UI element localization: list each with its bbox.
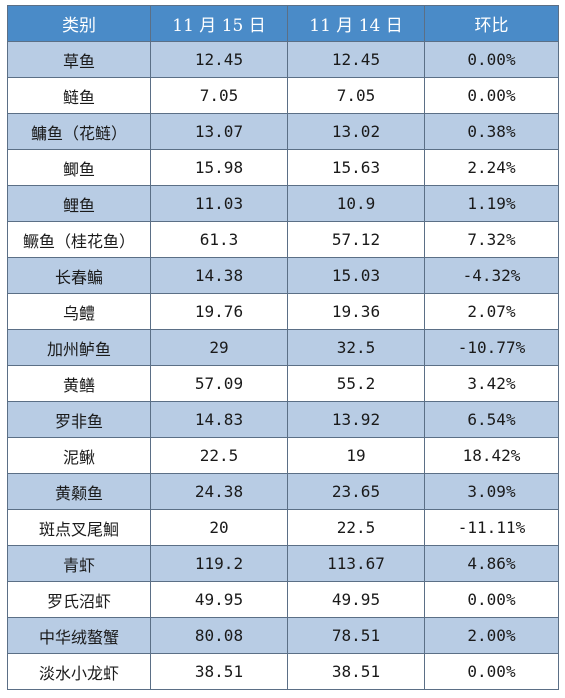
cell-yesterday: 78.51 xyxy=(287,617,425,654)
cell-today: 49.95 xyxy=(150,581,288,618)
cell-yesterday: 10.9 xyxy=(287,185,425,222)
cell-yesterday: 15.63 xyxy=(287,149,425,186)
table-row: 乌鳢 19.76 19.36 2.07% xyxy=(7,293,559,330)
cell-change: 0.00% xyxy=(424,581,559,618)
table-row: 鲫鱼 15.98 15.63 2.24% xyxy=(7,149,559,186)
cell-yesterday: 12.45 xyxy=(287,41,425,78)
table-row: 鳙鱼（花鲢） 13.07 13.02 0.38% xyxy=(7,113,559,150)
cell-yesterday: 57.12 xyxy=(287,221,425,258)
cell-yesterday: 49.95 xyxy=(287,581,425,618)
cell-yesterday: 13.92 xyxy=(287,401,425,438)
cell-today: 22.5 xyxy=(150,437,288,474)
cell-today: 24.38 xyxy=(150,473,288,510)
cell-yesterday: 113.67 xyxy=(287,545,425,582)
cell-today: 12.45 xyxy=(150,41,288,78)
cell-change: -11.11% xyxy=(424,509,559,546)
cell-today: 119.2 xyxy=(150,545,288,582)
cell-name: 淡水小龙虾 xyxy=(7,653,151,690)
cell-name: 青虾 xyxy=(7,545,151,582)
cell-change: 1.19% xyxy=(424,185,559,222)
cell-name: 中华绒螯蟹 xyxy=(7,617,151,654)
cell-name: 乌鳢 xyxy=(7,293,151,330)
header-today: 11 月 15 日 xyxy=(150,5,288,42)
cell-today: 13.07 xyxy=(150,113,288,150)
cell-today: 80.08 xyxy=(150,617,288,654)
table-row: 黄鳝 57.09 55.2 3.42% xyxy=(7,365,559,402)
table-row: 罗氏沼虾 49.95 49.95 0.00% xyxy=(7,581,559,618)
cell-change: 7.32% xyxy=(424,221,559,258)
table-row: 中华绒螯蟹 80.08 78.51 2.00% xyxy=(7,617,559,654)
cell-change: 6.54% xyxy=(424,401,559,438)
cell-today: 19.76 xyxy=(150,293,288,330)
cell-name: 斑点叉尾鮰 xyxy=(7,509,151,546)
cell-name: 罗非鱼 xyxy=(7,401,151,438)
cell-yesterday: 15.03 xyxy=(287,257,425,294)
table-row: 罗非鱼 14.83 13.92 6.54% xyxy=(7,401,559,438)
table-row: 斑点叉尾鮰 20 22.5 -11.11% xyxy=(7,509,559,546)
header-yesterday: 11 月 14 日 xyxy=(287,5,425,42)
cell-change: 0.00% xyxy=(424,77,559,114)
cell-yesterday: 7.05 xyxy=(287,77,425,114)
header-row: 类别 11 月 15 日 11 月 14 日 环比 xyxy=(7,5,559,42)
cell-name: 罗氏沼虾 xyxy=(7,581,151,618)
cell-yesterday: 23.65 xyxy=(287,473,425,510)
cell-name: 鲤鱼 xyxy=(7,185,151,222)
table-row: 鳜鱼（桂花鱼） 61.3 57.12 7.32% xyxy=(7,221,559,258)
cell-today: 38.51 xyxy=(150,653,288,690)
cell-yesterday: 19.36 xyxy=(287,293,425,330)
cell-name: 鳙鱼（花鲢） xyxy=(7,113,151,150)
table-row: 加州鲈鱼 29 32.5 -10.77% xyxy=(7,329,559,366)
cell-yesterday: 19 xyxy=(287,437,425,474)
cell-today: 14.38 xyxy=(150,257,288,294)
cell-change: 3.42% xyxy=(424,365,559,402)
cell-name: 加州鲈鱼 xyxy=(7,329,151,366)
cell-today: 15.98 xyxy=(150,149,288,186)
cell-name: 长春鳊 xyxy=(7,257,151,294)
cell-today: 57.09 xyxy=(150,365,288,402)
table-header: 类别 11 月 15 日 11 月 14 日 环比 xyxy=(7,5,559,42)
table-row: 鲢鱼 7.05 7.05 0.00% xyxy=(7,77,559,114)
cell-today: 7.05 xyxy=(150,77,288,114)
cell-yesterday: 13.02 xyxy=(287,113,425,150)
table-row: 青虾 119.2 113.67 4.86% xyxy=(7,545,559,582)
cell-yesterday: 38.51 xyxy=(287,653,425,690)
cell-today: 14.83 xyxy=(150,401,288,438)
cell-name: 鲫鱼 xyxy=(7,149,151,186)
cell-change: -4.32% xyxy=(424,257,559,294)
cell-change: -10.77% xyxy=(424,329,559,366)
cell-change: 0.00% xyxy=(424,653,559,690)
cell-change: 18.42% xyxy=(424,437,559,474)
cell-change: 2.07% xyxy=(424,293,559,330)
cell-change: 2.24% xyxy=(424,149,559,186)
table-row: 泥鳅 22.5 19 18.42% xyxy=(7,437,559,474)
table-row: 黄颡鱼 24.38 23.65 3.09% xyxy=(7,473,559,510)
cell-name: 草鱼 xyxy=(7,41,151,78)
cell-change: 3.09% xyxy=(424,473,559,510)
cell-change: 2.00% xyxy=(424,617,559,654)
cell-yesterday: 32.5 xyxy=(287,329,425,366)
cell-yesterday: 55.2 xyxy=(287,365,425,402)
cell-change: 0.00% xyxy=(424,41,559,78)
cell-yesterday: 22.5 xyxy=(287,509,425,546)
table-body: 草鱼 12.45 12.45 0.00% 鲢鱼 7.05 7.05 0.00% 鳙鱼（花鲢） 13… xyxy=(7,41,559,690)
table-row: 淡水小龙虾 38.51 38.51 0.00% xyxy=(7,653,559,690)
cell-today: 20 xyxy=(150,509,288,546)
cell-name: 泥鳅 xyxy=(7,437,151,474)
cell-today: 29 xyxy=(150,329,288,366)
cell-today: 11.03 xyxy=(150,185,288,222)
cell-today: 61.3 xyxy=(150,221,288,258)
cell-name: 黄颡鱼 xyxy=(7,473,151,510)
table-row: 草鱼 12.45 12.45 0.00% xyxy=(7,41,559,78)
header-change: 环比 xyxy=(424,5,559,42)
cell-change: 0.38% xyxy=(424,113,559,150)
table-row: 鲤鱼 11.03 10.9 1.19% xyxy=(7,185,559,222)
cell-name: 黄鳝 xyxy=(7,365,151,402)
cell-name: 鳜鱼（桂花鱼） xyxy=(7,221,151,258)
price-table: 类别 11 月 15 日 11 月 14 日 环比 草鱼 12.45 12.45 0.… xyxy=(7,5,559,690)
cell-change: 4.86% xyxy=(424,545,559,582)
cell-name: 鲢鱼 xyxy=(7,77,151,114)
header-category: 类别 xyxy=(7,5,151,42)
table-row: 长春鳊 14.38 15.03 -4.32% xyxy=(7,257,559,294)
